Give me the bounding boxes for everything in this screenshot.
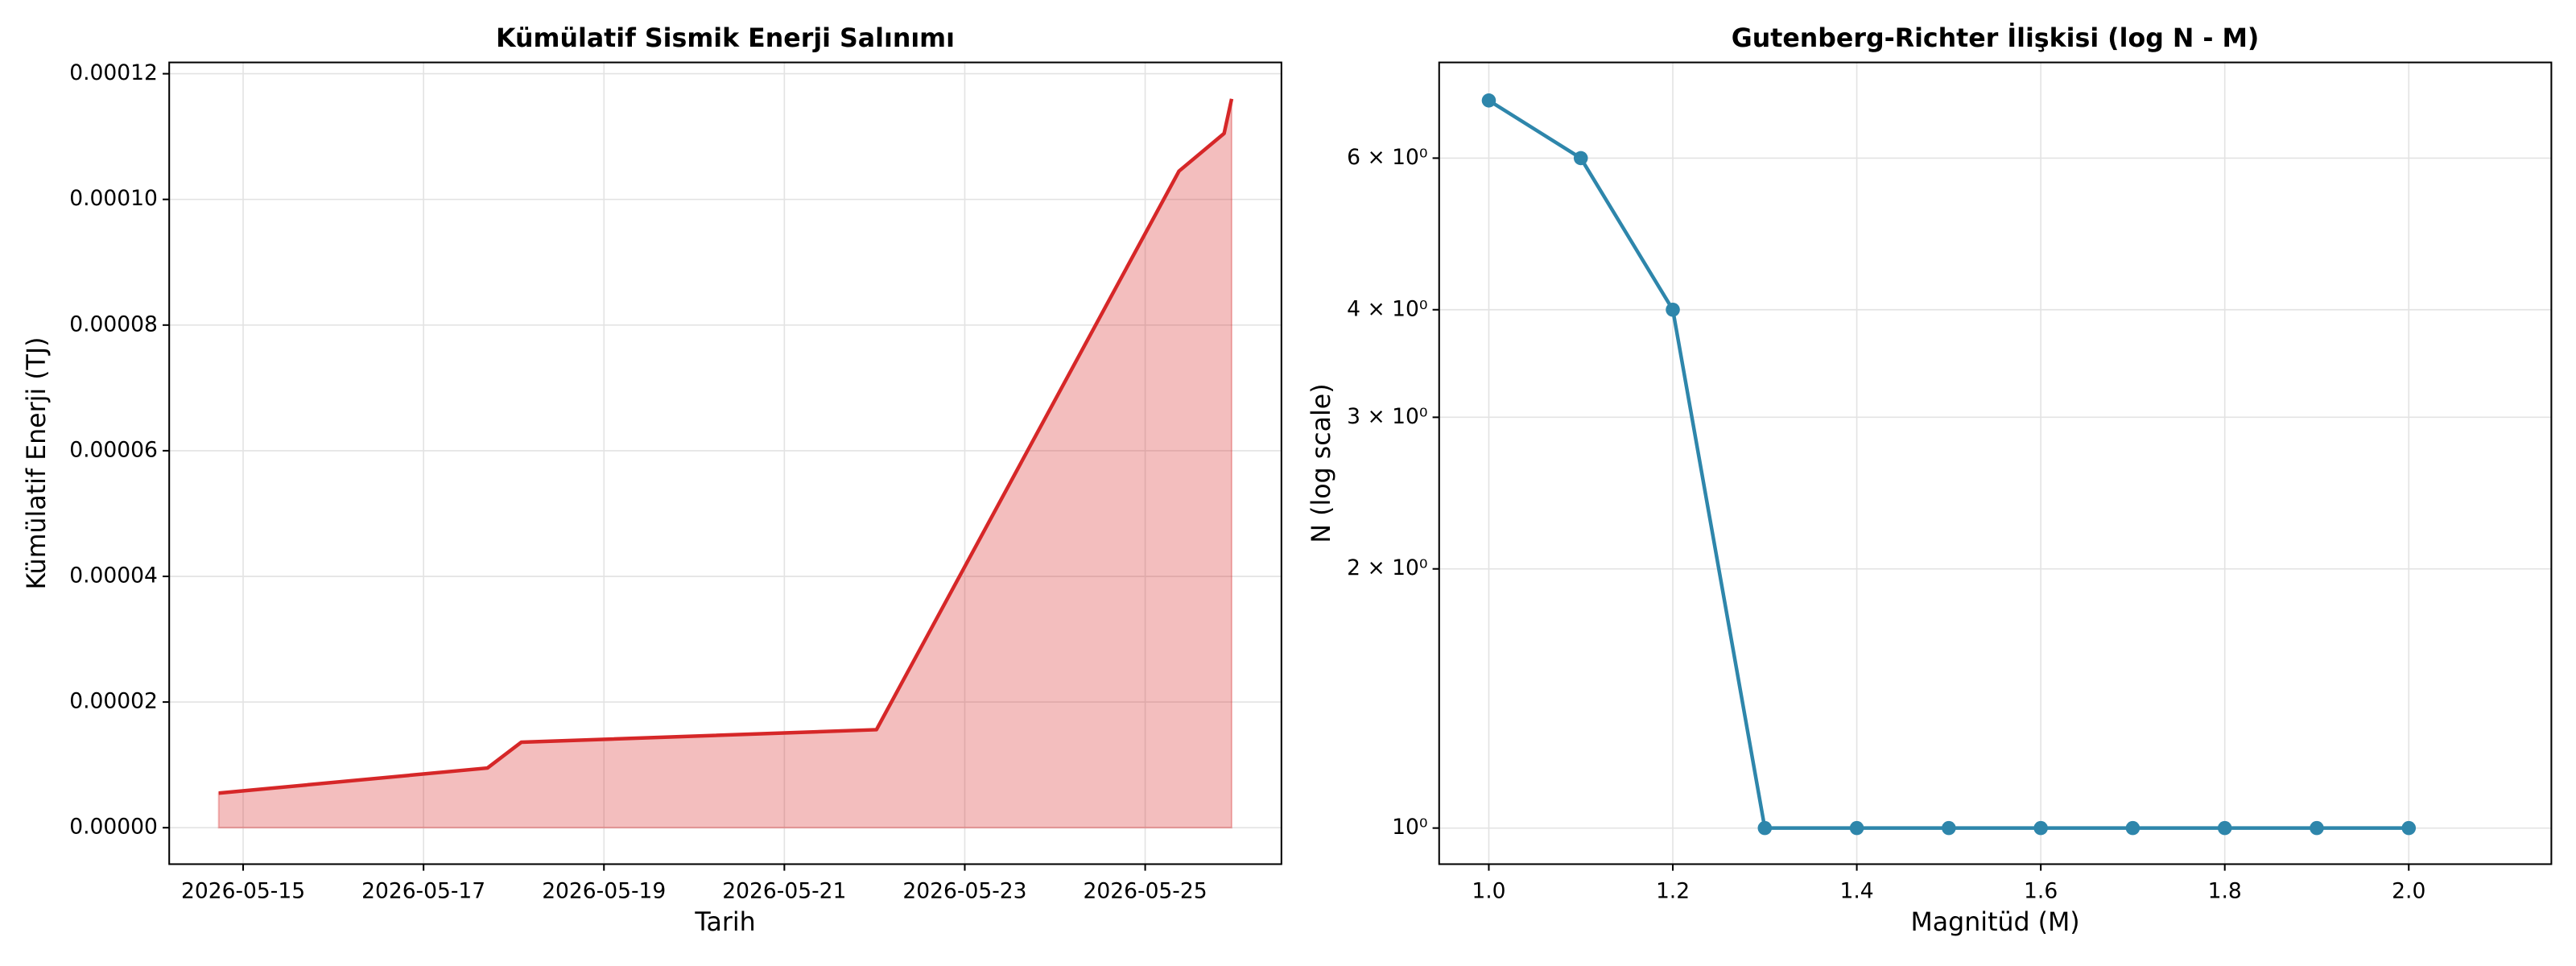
area-fill <box>217 98 1232 829</box>
y-tick-label: 10⁰ <box>1392 815 1427 840</box>
y-tick-label: 0.00004 <box>69 564 158 588</box>
marker <box>2217 820 2232 836</box>
marker <box>2401 820 2417 836</box>
y-axis-label: N (log scale) <box>1307 383 1336 543</box>
y-tick-label: 0.00006 <box>69 437 158 462</box>
marker <box>1942 820 1956 836</box>
x-tick-label: 2026-05-17 <box>361 879 485 904</box>
x-tick-label: 1.2 <box>1656 879 1690 904</box>
x-tick-label: 1.0 <box>1472 879 1505 904</box>
x-tick-label: 1.6 <box>2024 879 2058 904</box>
marker <box>1481 93 1496 108</box>
x-tick-label: 2026-05-15 <box>181 879 305 904</box>
y-tick-label: 4 × 10⁰ <box>1347 296 1427 321</box>
marker <box>1573 151 1588 166</box>
chart-title: Kümülatif Sismik Enerji Salınımı <box>496 24 955 53</box>
y-tick-label: 0.00010 <box>69 186 158 211</box>
x-axis-label: Tarih <box>694 908 755 937</box>
x-tick-label: 2026-05-19 <box>542 879 666 904</box>
y-axis-label: Kümülatif Enerji (TJ) <box>23 336 52 589</box>
marker <box>2125 820 2140 836</box>
y-tick-label: 0.00008 <box>69 312 158 336</box>
axes-frame <box>168 61 1282 865</box>
y-tick-label: 6 × 10⁰ <box>1347 145 1427 170</box>
line <box>218 98 1234 795</box>
y-tick-label: 0.00002 <box>69 689 158 714</box>
y-tick-label: 0.00000 <box>69 815 158 840</box>
x-tick-label: 2026-05-25 <box>1084 879 1208 904</box>
marker <box>2033 820 2048 836</box>
marker <box>2310 820 2324 836</box>
x-axis-label: Magnitüd (M) <box>1911 908 2080 937</box>
marker <box>1757 820 1773 836</box>
line <box>1488 98 2409 830</box>
x-tick-label: 2026-05-23 <box>902 879 1026 904</box>
y-tick-label: 0.00012 <box>69 60 158 85</box>
axes-frame <box>1438 61 2553 865</box>
x-tick-label: 1.8 <box>2208 879 2242 904</box>
marker <box>1849 820 1864 836</box>
x-tick-label: 2026-05-21 <box>722 879 846 904</box>
marker <box>1666 302 1680 317</box>
chart-title: Gutenberg-Richter İlişkisi (log N - M) <box>1732 23 2260 53</box>
x-tick-label: 1.4 <box>1839 879 1873 904</box>
y-tick-label: 3 × 10⁰ <box>1347 404 1427 429</box>
y-tick-label: 2 × 10⁰ <box>1347 555 1427 580</box>
x-tick-label: 2.0 <box>2392 879 2425 904</box>
